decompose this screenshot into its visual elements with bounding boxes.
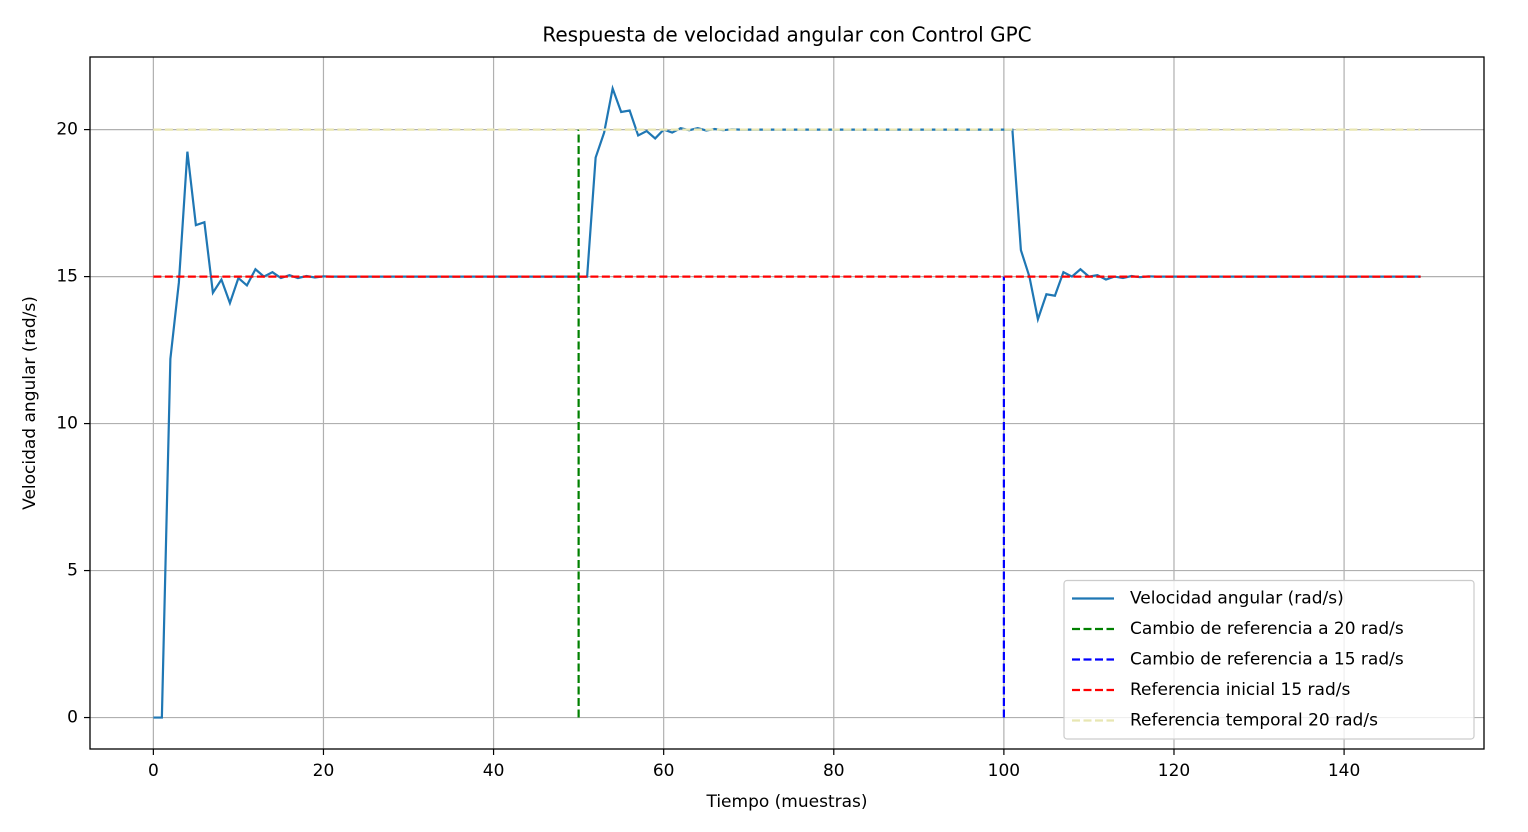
legend-label: Cambio de referencia a 20 rad/s xyxy=(1130,619,1404,639)
y-tick-label: 10 xyxy=(56,414,78,434)
x-tick-label: 40 xyxy=(483,761,505,781)
y-tick-label: 5 xyxy=(67,561,78,581)
x-tick-label: 80 xyxy=(823,761,845,781)
legend-label: Cambio de referencia a 15 rad/s xyxy=(1130,650,1404,670)
legend-label: Referencia temporal 20 rad/s xyxy=(1130,711,1378,731)
x-axis-label: Tiempo (muestras) xyxy=(705,792,867,812)
x-tick-label: 120 xyxy=(1158,761,1190,781)
y-tick-label: 15 xyxy=(56,267,78,287)
y-tick-label: 20 xyxy=(56,120,78,140)
legend-label: Velocidad angular (rad/s) xyxy=(1130,589,1344,609)
x-tick-label: 0 xyxy=(148,761,159,781)
legend-label: Referencia inicial 15 rad/s xyxy=(1130,680,1350,700)
plot-frame xyxy=(89,56,1485,750)
y-axis-label: Velocidad angular (rad/s) xyxy=(20,296,40,510)
y-tick-label: 0 xyxy=(67,708,78,728)
chart-title: Respuesta de velocidad angular con Contr… xyxy=(542,23,1031,47)
x-tick-label: 20 xyxy=(313,761,335,781)
legend-box xyxy=(1063,579,1475,740)
x-tick-label: 140 xyxy=(1328,761,1360,781)
x-tick-label: 100 xyxy=(988,761,1020,781)
x-tick-label: 60 xyxy=(653,761,675,781)
